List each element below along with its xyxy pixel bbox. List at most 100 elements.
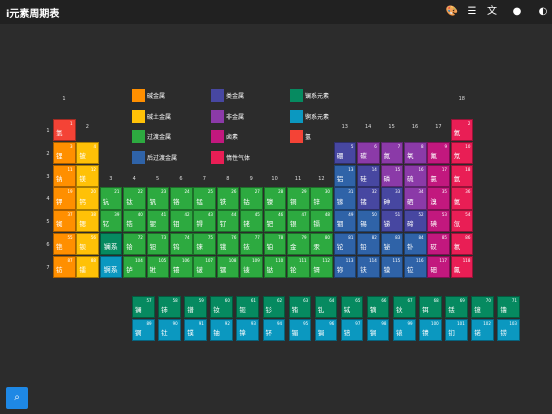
element-cell[interactable]: 108 𬭶 — [216, 255, 240, 278]
element-cell[interactable]: 76 锇 — [216, 233, 240, 256]
element-cell[interactable]: 99 锿 — [393, 319, 416, 342]
element-cell[interactable]: 11 钠 — [53, 164, 76, 187]
element-cell[interactable]: 20 钙 — [76, 187, 99, 210]
element-cell[interactable]: 43 锝 — [193, 210, 216, 233]
element-cell[interactable]: 19 钾 — [53, 187, 76, 210]
element-cell[interactable]: 38 锶 — [76, 210, 99, 233]
element-cell[interactable]: 114 𫓧 — [357, 255, 380, 278]
element-cell[interactable]: 90 钍 — [158, 319, 181, 342]
element-cell[interactable]: 35 溴 — [427, 187, 450, 210]
element-cell[interactable]: 74 钨 — [170, 233, 193, 256]
translate-icon[interactable]: 文 — [487, 6, 497, 17]
element-cell[interactable]: 62 钐 — [262, 296, 286, 319]
element-cell[interactable]: 80 汞 — [310, 233, 333, 256]
element-cell[interactable]: 26 铁 — [216, 187, 240, 210]
element-cell[interactable]: 镧系 — [99, 233, 123, 256]
element-cell[interactable]: 63 铕 — [288, 296, 312, 319]
element-cell[interactable]: 100 镄 — [419, 319, 442, 342]
element-cell[interactable]: 54 氙 — [450, 210, 474, 233]
element-cell[interactable]: 31 镓 — [333, 187, 357, 210]
element-cell[interactable]: 58 铈 — [158, 296, 181, 319]
element-cell[interactable]: 50 锡 — [357, 210, 380, 233]
element-cell[interactable]: 27 钴 — [240, 187, 263, 210]
element-cell[interactable]: 66 镝 — [366, 296, 390, 319]
element-cell[interactable]: 64 钆 — [314, 296, 338, 319]
element-cell[interactable]: 22 钛 — [123, 187, 146, 210]
element-cell[interactable]: 65 铽 — [340, 296, 364, 319]
element-cell[interactable]: 16 硫 — [404, 164, 427, 187]
element-cell[interactable]: 97 锫 — [340, 319, 364, 342]
element-cell[interactable]: 94 钚 — [262, 319, 286, 342]
element-cell[interactable]: 70 镱 — [471, 296, 494, 319]
element-cell[interactable]: 37 铷 — [53, 210, 76, 233]
element-cell[interactable]: 锕系 — [99, 255, 123, 278]
element-cell[interactable]: 14 硅 — [357, 164, 380, 187]
element-cell[interactable]: 81 铊 — [333, 233, 357, 256]
element-cell[interactable]: 61 钷 — [236, 296, 259, 319]
element-cell[interactable]: 78 铂 — [263, 233, 287, 256]
element-cell[interactable]: 47 银 — [287, 210, 310, 233]
element-cell[interactable]: 46 钯 — [263, 210, 287, 233]
element-cell[interactable]: 77 铱 — [240, 233, 263, 256]
element-cell[interactable]: 84 钋 — [404, 233, 427, 256]
element-cell[interactable]: 104 𬬻 — [123, 255, 146, 278]
element-cell[interactable]: 118 鿫 — [450, 255, 474, 278]
element-cell[interactable]: 113 鿭 — [333, 255, 357, 278]
element-cell[interactable]: 93 镎 — [236, 319, 259, 342]
element-cell[interactable]: 15 磷 — [380, 164, 404, 187]
list-icon[interactable]: ☰ — [467, 6, 477, 17]
element-cell[interactable]: 34 硒 — [404, 187, 427, 210]
element-cell[interactable]: 52 碲 — [404, 210, 427, 233]
element-cell[interactable]: 98 锎 — [366, 319, 390, 342]
element-cell[interactable]: 17 氯 — [427, 164, 450, 187]
element-cell[interactable]: 45 铑 — [240, 210, 263, 233]
element-cell[interactable]: 91 镤 — [184, 319, 207, 342]
element-cell[interactable]: 56 钡 — [76, 233, 99, 256]
element-cell[interactable]: 115 镆 — [380, 255, 404, 278]
element-cell[interactable]: 30 锌 — [310, 187, 333, 210]
palette-icon[interactable]: 🎨 — [445, 6, 459, 17]
element-cell[interactable]: 101 钔 — [445, 319, 468, 342]
element-cell[interactable]: 95 镅 — [288, 319, 312, 342]
element-cell[interactable]: 25 锰 — [193, 187, 216, 210]
element-cell[interactable]: 48 镉 — [310, 210, 333, 233]
element-cell[interactable]: 13 铝 — [333, 164, 357, 187]
search-button[interactable]: ⌕ — [6, 387, 28, 409]
element-cell[interactable]: 96 锔 — [314, 319, 338, 342]
element-cell[interactable]: 92 铀 — [210, 319, 233, 342]
element-cell[interactable]: 72 铪 — [123, 233, 146, 256]
element-cell[interactable]: 44 钌 — [216, 210, 240, 233]
element-cell[interactable]: 106 𬭳 — [170, 255, 193, 278]
element-cell[interactable]: 82 铅 — [357, 233, 380, 256]
element-cell[interactable]: 87 钫 — [53, 255, 76, 278]
element-cell[interactable]: 51 锑 — [380, 210, 404, 233]
element-cell[interactable]: 10 氖 — [450, 141, 474, 164]
element-cell[interactable]: 53 碘 — [427, 210, 450, 233]
element-cell[interactable]: 73 钽 — [146, 233, 170, 256]
element-cell[interactable]: 29 铜 — [287, 187, 310, 210]
element-cell[interactable]: 36 氪 — [450, 187, 474, 210]
element-cell[interactable]: 59 镨 — [184, 296, 207, 319]
element-cell[interactable]: 103 铹 — [497, 319, 520, 342]
element-cell[interactable]: 42 钼 — [170, 210, 193, 233]
element-cell[interactable]: 105 𬭊 — [146, 255, 170, 278]
element-cell[interactable]: 102 锘 — [471, 319, 494, 342]
element-cell[interactable]: 75 铼 — [193, 233, 216, 256]
element-cell[interactable]: 67 钬 — [393, 296, 416, 319]
element-cell[interactable]: 24 铬 — [170, 187, 193, 210]
element-cell[interactable]: 18 氩 — [450, 164, 474, 187]
element-cell[interactable]: 109 鿏 — [240, 255, 263, 278]
element-cell[interactable]: 32 锗 — [357, 187, 380, 210]
element-cell[interactable]: 88 镭 — [76, 255, 99, 278]
element-cell[interactable]: 85 砹 — [427, 233, 450, 256]
element-cell[interactable]: 28 镍 — [263, 187, 287, 210]
element-cell[interactable]: 83 铋 — [380, 233, 404, 256]
element-cell[interactable]: 57 镧 — [132, 296, 155, 319]
element-cell[interactable]: 55 铯 — [53, 233, 76, 256]
